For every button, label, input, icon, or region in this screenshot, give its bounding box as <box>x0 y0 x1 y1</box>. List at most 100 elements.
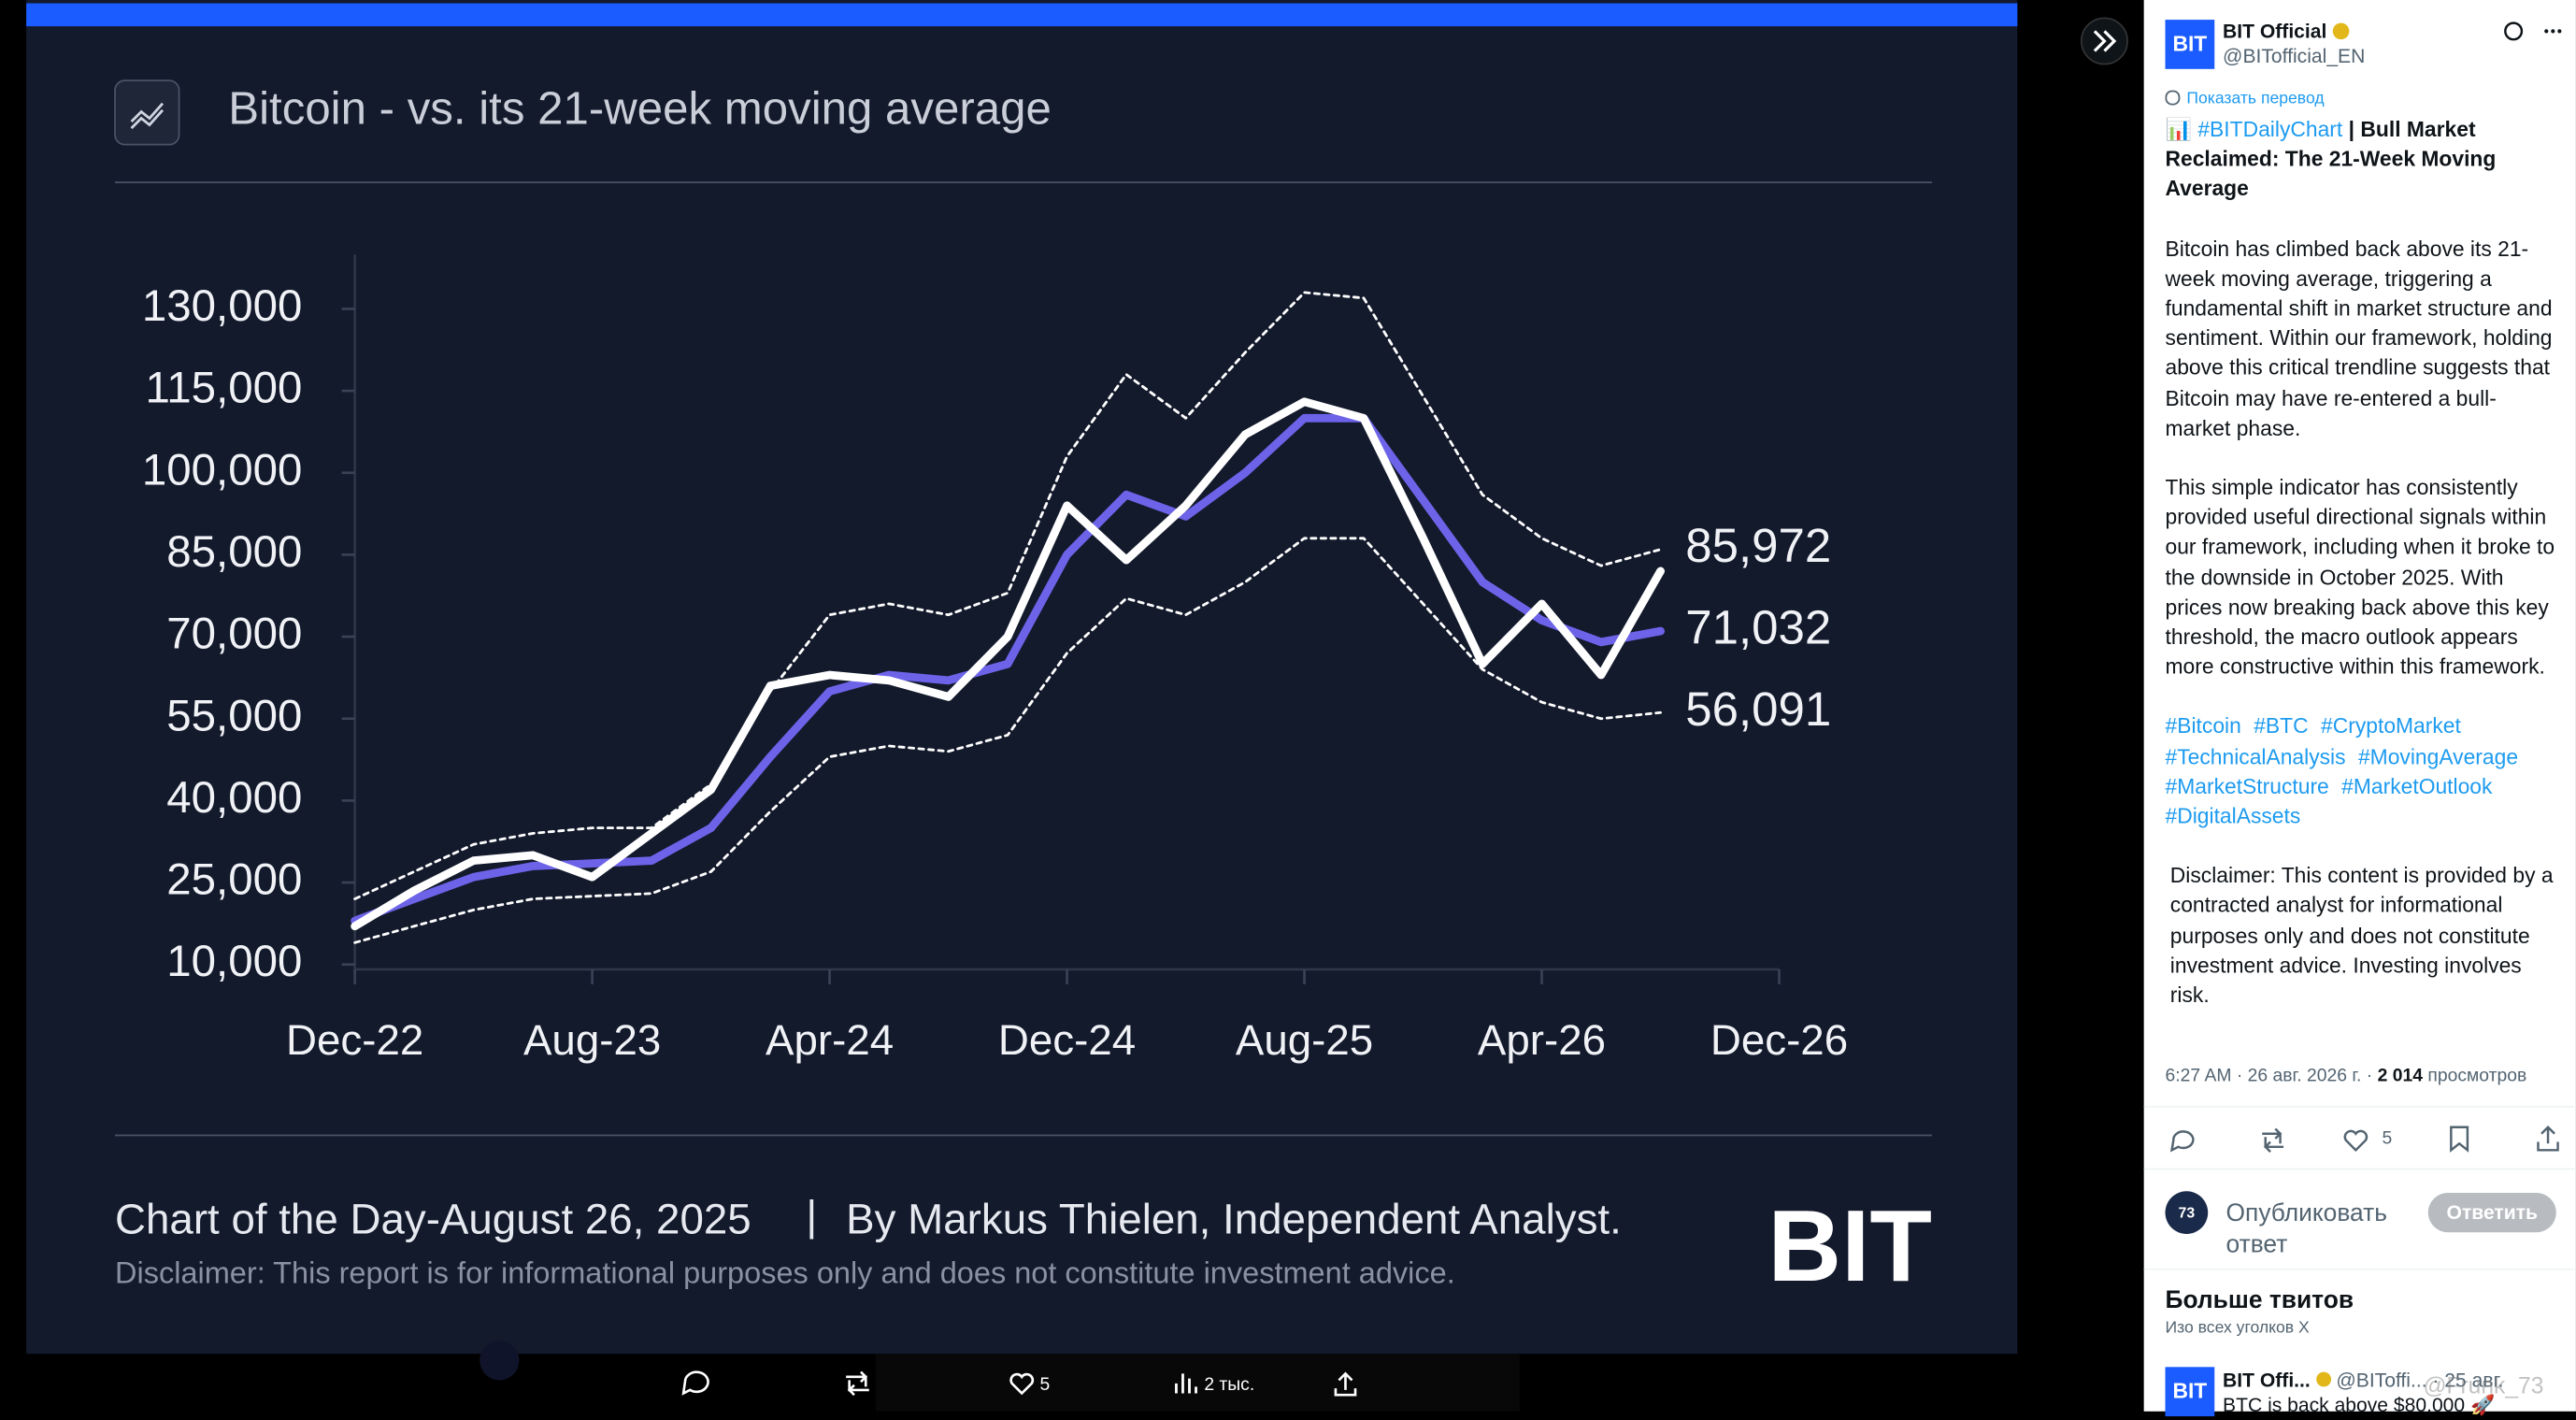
next-date: · 25 авг. <box>2432 1369 2504 1392</box>
paragraph: This simple indicator has consistently p… <box>2165 475 2555 680</box>
header-icons <box>2504 22 2562 41</box>
y-tick-label: 85,000 <box>166 527 302 577</box>
hashtag[interactable]: #MovingAverage <box>2357 743 2519 768</box>
retweet-icon[interactable] <box>846 1370 869 1397</box>
reply-input[interactable]: Опубликовать ответ <box>2225 1199 2387 1255</box>
y-tick-label: 25,000 <box>166 855 302 905</box>
share-icon[interactable] <box>2537 1125 2559 1152</box>
verified-badge <box>2332 22 2349 40</box>
like-icon[interactable] <box>2343 1129 2368 1153</box>
series-line <box>351 397 1665 931</box>
hashtag[interactable]: #BITDailyChart <box>2197 116 2343 142</box>
y-tick-label: 100,000 <box>142 445 302 495</box>
more-dot <box>2557 29 2562 34</box>
disclaimer: Disclaimer: This content is provided by … <box>2169 863 2554 1008</box>
avatar[interactable]: BIT <box>2165 20 2215 69</box>
hashtag[interactable]: #DigitalAssets <box>2165 803 2301 828</box>
paragraph: Bitcoin has climbed back above its 21-we… <box>2165 236 2553 440</box>
separator: | <box>2348 116 2355 142</box>
meta: 6:27 AM · 26 авг. 2026 г. · 2 014 просмо… <box>2166 1061 2527 1091</box>
more-title: Больше твитов <box>2165 1286 2354 1315</box>
top-bar <box>26 3 2018 27</box>
like-count: 5 <box>2382 1128 2393 1149</box>
reply-icon[interactable] <box>681 1370 709 1396</box>
x-tick-label: Apr-26 <box>1478 1016 1606 1064</box>
blurred-avatar <box>479 1341 520 1381</box>
reply-avatar[interactable]: 73 <box>2165 1191 2209 1234</box>
translate-icon <box>2165 90 2181 106</box>
end-label: 71,032 <box>1685 601 1831 654</box>
watermark: @Frunk_73 <box>2423 1371 2544 1398</box>
next-header: BIT Offi... @BIToffi... · 25 авг. <box>2223 1366 2504 1396</box>
hashtag[interactable]: #CryptoMarket <box>2321 713 2461 739</box>
hashtag[interactable]: #MarketOutlook <box>2341 773 2493 798</box>
y-tick-label: 130,000 <box>142 281 302 331</box>
y-tick-label: 70,000 <box>166 610 302 659</box>
share-icon[interactable] <box>1334 1371 1357 1397</box>
x-tick-label: Dec-22 <box>286 1016 423 1064</box>
hashtag[interactable]: #BTC <box>2254 713 2309 739</box>
y-tick-label: 55,000 <box>166 691 302 740</box>
band-line <box>353 537 1662 944</box>
image-panel <box>26 0 2018 1355</box>
expand-icon <box>2093 30 2117 52</box>
view-label: просмотров <box>2427 1066 2527 1086</box>
reply-icon[interactable] <box>2169 1130 2195 1153</box>
verified-badge <box>2315 1371 2331 1387</box>
y-tick-label: 115,000 <box>145 364 302 413</box>
footer-disclaimer: Disclaimer: This report is for informati… <box>115 1255 1455 1289</box>
author-name[interactable]: BIT Official <box>2223 17 2349 47</box>
next-name[interactable]: BIT Offi... <box>2223 1369 2311 1392</box>
chart-title: Bitcoin - vs. its 21-week moving average <box>228 83 1052 135</box>
grok-icon[interactable] <box>2504 22 2524 41</box>
chart-icon <box>114 79 180 146</box>
x-tick-label: Dec-26 <box>1710 1016 1848 1064</box>
hashtag[interactable]: #MarketStructure <box>2165 773 2329 798</box>
plot: 10,000 25,000 40,000 55,000 70,000 85,000 100,… <box>142 281 1848 1064</box>
author-handle[interactable]: @BITofficial_EN <box>2223 44 2366 68</box>
end-label: 56,091 <box>1685 682 1831 736</box>
y-tick-label: 10,000 <box>166 937 302 986</box>
headline-text: Bull Market Reclaimed: The 21-Week Movin… <box>2165 116 2497 202</box>
rule <box>2143 1168 2576 1170</box>
hashtag[interactable]: #Bitcoin <box>2165 713 2241 739</box>
rule <box>2143 1268 2576 1270</box>
footer-title: Chart of the Day-August 26, 2025 <box>115 1196 751 1243</box>
hashtag[interactable]: #TechnicalAnalysis <box>2165 743 2346 768</box>
tweet-sidebar: BIT BIT Official @BITofficial_EN Показат… <box>2143 0 2576 1417</box>
next-avatar[interactable]: BIT <box>2165 1367 2215 1417</box>
reply-button[interactable]: Ответить <box>2427 1193 2556 1233</box>
tweet-body: 📊 #BITDailyChart | Bull Market Reclaimed… <box>2166 115 2560 1011</box>
like-count: 5 <box>1040 1375 1051 1395</box>
views-count: 2 тыс. <box>1204 1375 1254 1395</box>
bookmark-icon[interactable] <box>2450 1126 2469 1153</box>
y-tick-label: 40,000 <box>166 773 302 823</box>
logo: BIT <box>1767 1189 1932 1303</box>
x-tick-label: Aug-23 <box>523 1016 661 1064</box>
headline: 📊 #BITDailyChart | Bull Market Reclaimed… <box>2166 115 2560 205</box>
author-name-text: BIT Official <box>2223 20 2327 43</box>
end-label: 85,972 <box>1685 519 1831 572</box>
views-icon[interactable] <box>1175 1373 1197 1394</box>
action-bar <box>2169 1125 2559 1153</box>
timestamp: 6:27 AM · 26 авг. 2026 г. · <box>2165 1066 2373 1086</box>
translate-link[interactable]: Показать перевод <box>2165 85 2325 115</box>
next-handle[interactable]: @BIToffi... <box>2336 1369 2427 1392</box>
x-tick-label: Dec-24 <box>998 1016 1136 1064</box>
footer-author: By Markus Thielen, Independent Analyst. <box>846 1196 1622 1243</box>
view-count: 2 014 <box>2377 1066 2423 1086</box>
x-tick-label: Apr-24 <box>766 1016 894 1064</box>
blurred-content <box>875 1354 1520 1412</box>
viewer: Bitcoin - vs. its 21-week moving average… <box>26 0 2128 1412</box>
hashtags: #Bitcoin #BTC #CryptoMarket #TechnicalAn… <box>2166 712 2560 832</box>
retweet-icon[interactable] <box>2262 1127 2284 1153</box>
emoji: 📊 <box>2165 116 2192 142</box>
footer-separator: | <box>806 1192 817 1240</box>
rule <box>2143 1105 2576 1108</box>
x-tick-label: Aug-25 <box>1236 1016 1373 1064</box>
more-dot[interactable] <box>2544 29 2549 34</box>
chart-icon-glyph <box>130 102 165 130</box>
like-icon[interactable] <box>1009 1372 1035 1396</box>
